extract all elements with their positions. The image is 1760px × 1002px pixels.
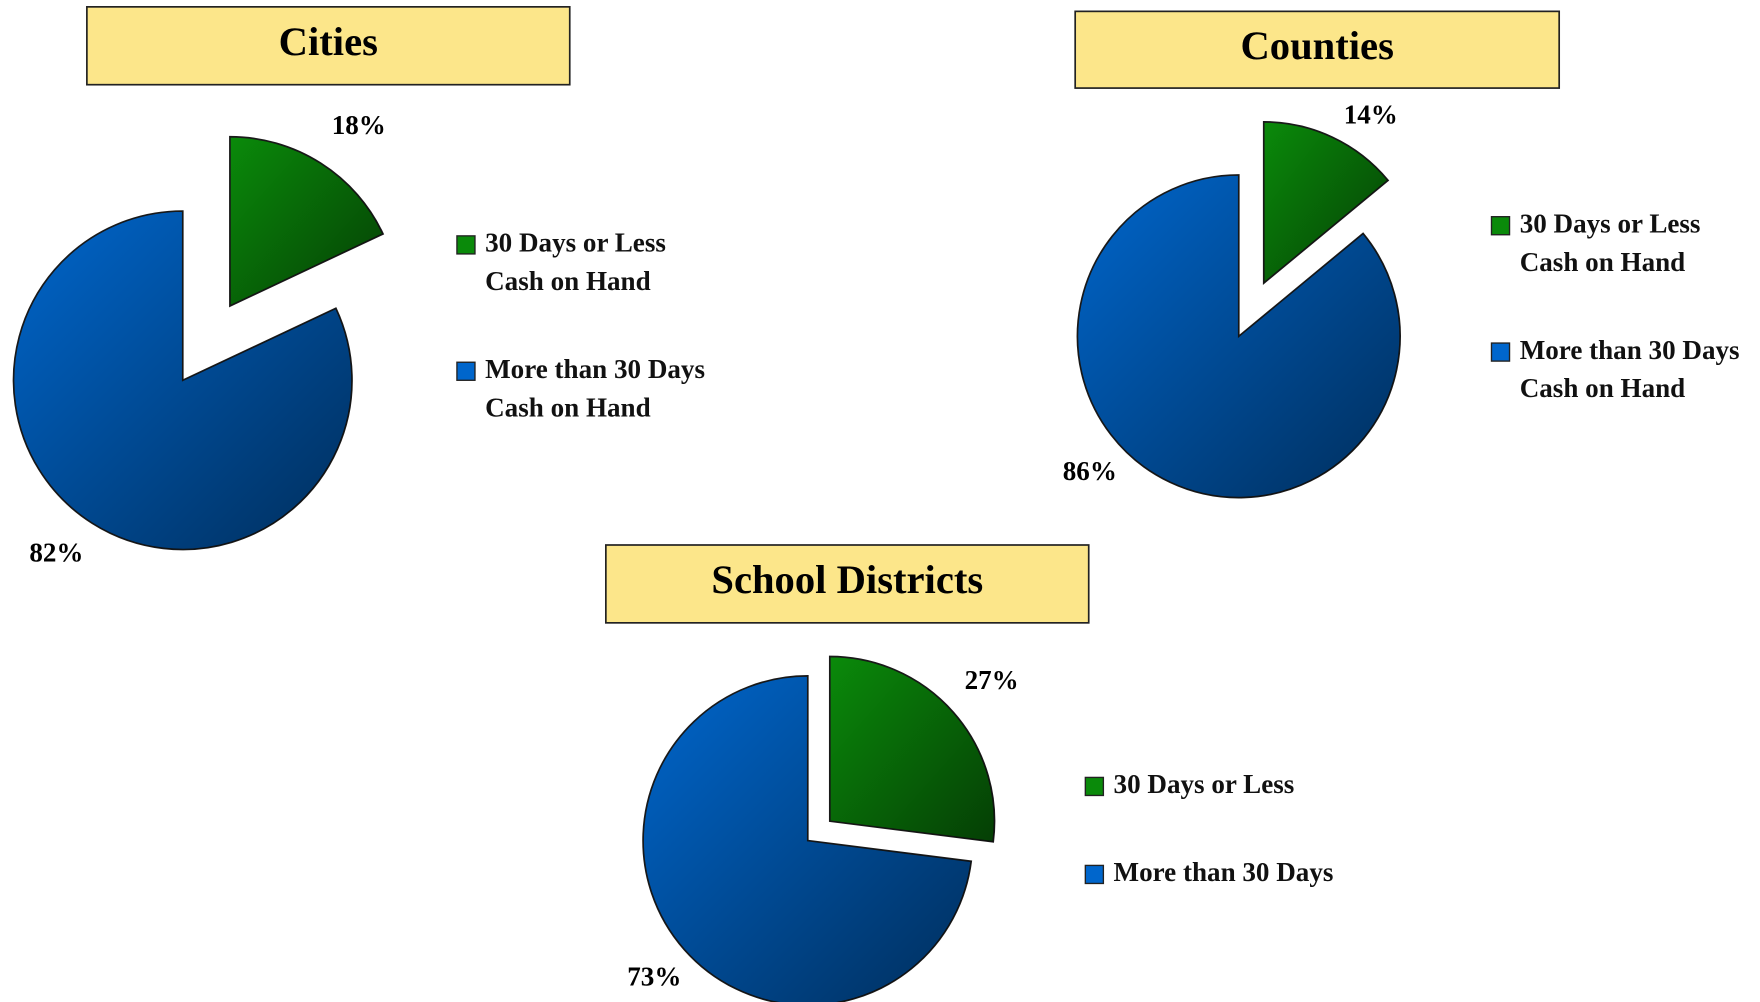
legend-label: 30 Days or Less	[1113, 770, 1295, 800]
slice-label: 82%	[29, 537, 83, 567]
slice-label: 73%	[627, 962, 681, 992]
legend-swatch	[1490, 342, 1511, 362]
legend-label: More than 30 Days Cash on Hand	[1519, 336, 1740, 404]
legend-swatch	[456, 361, 476, 381]
legend-label: 30 Days or Less Cash on Hand	[1519, 209, 1701, 278]
legend-item: 30 Days or Less Cash on Hand	[485, 229, 666, 297]
slice-label: 27%	[965, 665, 1019, 695]
title-box	[86, 6, 571, 86]
legend-label: More than 30 Days Cash on Hand	[485, 355, 706, 424]
slice-label: 86%	[1063, 456, 1117, 486]
title-box	[1074, 10, 1561, 89]
legend-item: 30 Days or Less Cash on Hand	[1519, 209, 1701, 278]
legend-item: More than 30 Days	[1113, 858, 1334, 888]
legend-swatch	[456, 235, 476, 255]
legend-item: 30 Days or Less	[1113, 770, 1295, 800]
chart-title: Cities	[279, 19, 378, 64]
legend-item: More than 30 Days Cash on Hand	[485, 355, 706, 424]
chart-title: School Districts	[711, 557, 983, 602]
legend-swatch	[1084, 776, 1105, 797]
title-box	[605, 544, 1090, 624]
slice-label: 18%	[332, 110, 386, 140]
legend-swatch	[1490, 216, 1511, 236]
legend-swatch	[1084, 864, 1105, 885]
pie-slice	[229, 135, 385, 308]
legend-label: 30 Days or Less Cash on Hand	[485, 229, 666, 297]
slice-label: 14%	[1344, 100, 1398, 130]
legend-label: More than 30 Days	[1113, 858, 1334, 888]
chart-title: Counties	[1240, 23, 1393, 68]
legend-item: More than 30 Days Cash on Hand	[1519, 336, 1740, 404]
pie-slice	[1076, 174, 1401, 499]
